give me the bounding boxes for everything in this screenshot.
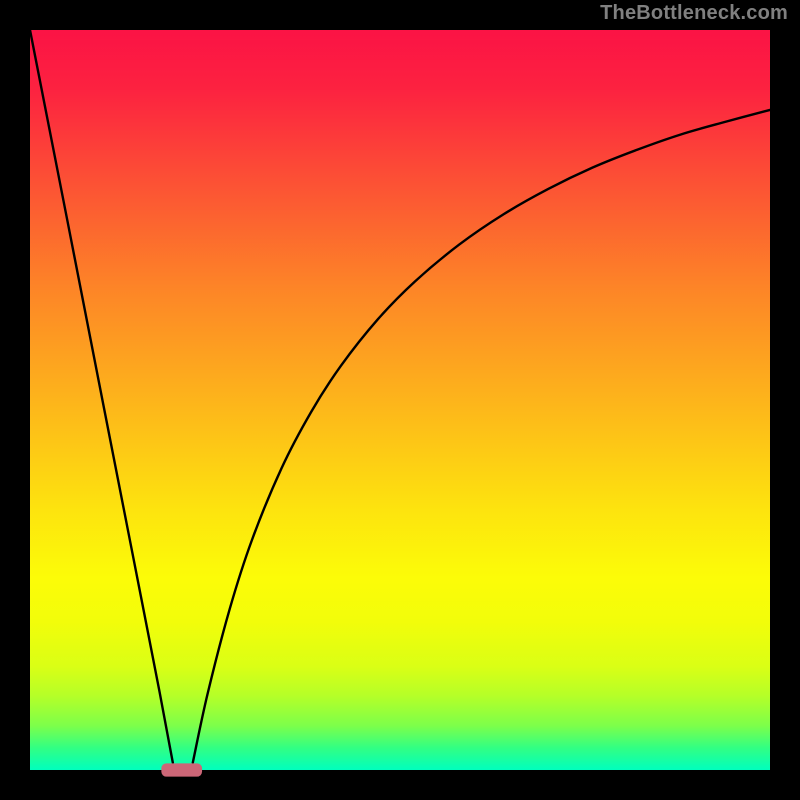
chart-container: TheBottleneck.com (0, 0, 800, 800)
target-marker (161, 763, 202, 776)
bottleneck-chart (0, 0, 800, 800)
watermark-label: TheBottleneck.com (600, 2, 788, 25)
